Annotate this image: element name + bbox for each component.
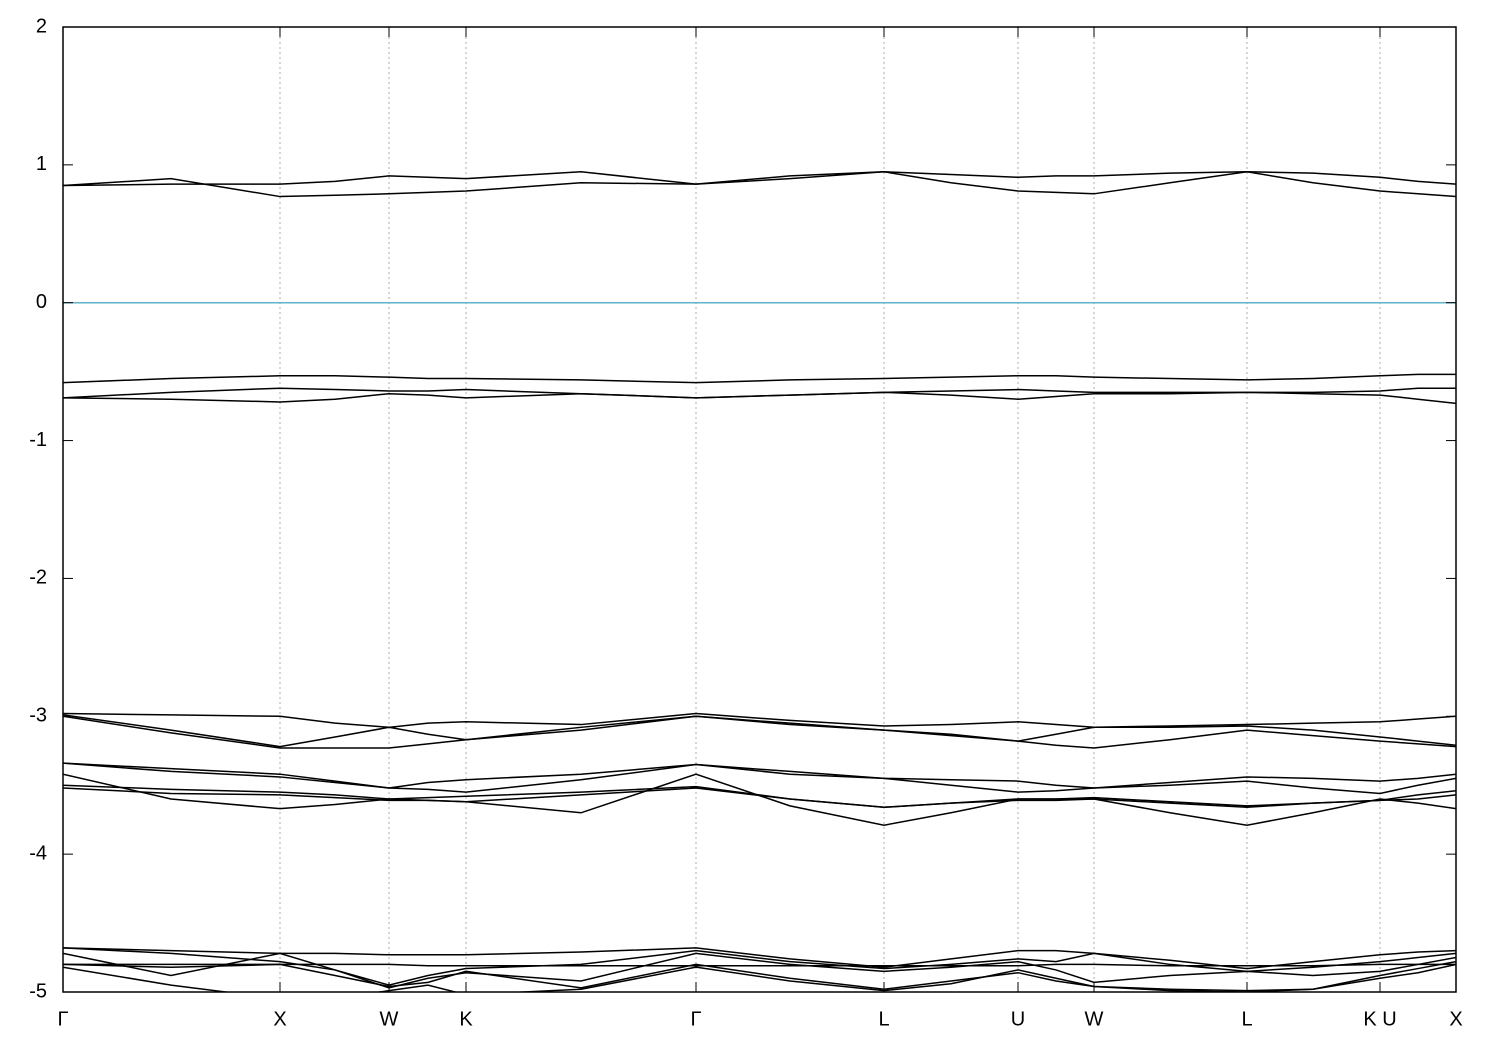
band-line [63,762,1456,795]
band-line [63,373,1456,384]
x-tick-label: W [1085,1008,1104,1030]
x-tick-label: Γ [57,1008,68,1030]
y-tick-label: 1 [36,153,47,175]
plot-area [63,170,1456,992]
y-tick-label: -1 [29,429,47,451]
x-tick-label: K U [1363,1008,1396,1030]
x-tick-label: L [878,1008,889,1030]
y-tick-label: 0 [36,291,47,313]
band-line [63,963,1456,992]
y-tick-label: -4 [29,842,47,864]
x-tick-label: X [273,1008,286,1030]
band-line [63,963,1456,967]
y-tick-label: -3 [29,705,47,727]
axes: -5 -4 -3 -2 -1 0 1 2 Γ X W K Γ L U W L K U X [29,15,1462,1030]
band-line [63,715,1456,749]
y-tick-label: 2 [36,15,47,37]
x-tick-label: Γ [690,1008,701,1030]
x-tick-label: L [1241,1008,1252,1030]
y-tick-label: -2 [29,567,47,589]
x-tick-label: U [1011,1008,1025,1030]
band-line [63,952,1456,989]
plot-frame [62,26,1457,993]
band-line [63,391,1456,405]
band-line [63,947,1456,970]
band-line [63,947,1456,986]
band-line [63,712,1456,729]
x-tick-label: K [459,1008,473,1030]
y-tick-label: -5 [29,980,47,1002]
band-line [63,787,1456,809]
x-tick-label: W [380,1008,399,1030]
band-line [63,762,1456,789]
band-line [63,170,1456,187]
band-line [63,773,1456,826]
x-tick-label: X [1449,1008,1462,1030]
